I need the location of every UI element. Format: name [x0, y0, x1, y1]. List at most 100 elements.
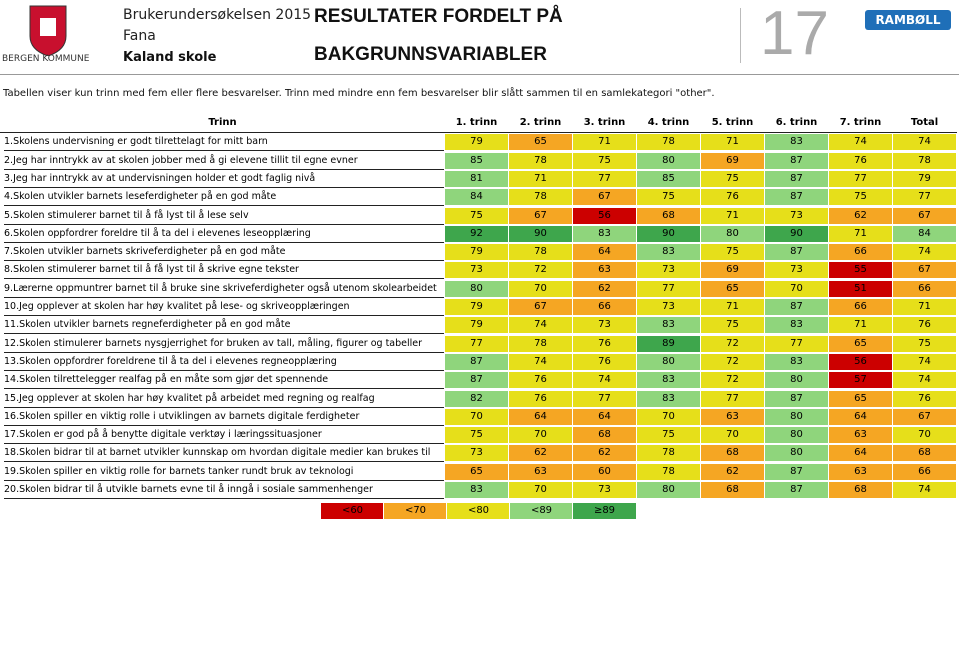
survey: Brukerundersøkelsen 2015	[123, 7, 312, 23]
value-cell: 77	[637, 280, 700, 297]
value-cell: 84	[893, 225, 956, 242]
column-header: 4. trinn	[647, 117, 690, 128]
row-label: 8.Skolen stimulerer barnet til å få lyst…	[4, 262, 444, 280]
value-cell: 87	[765, 244, 828, 261]
value-cell: 70	[509, 482, 572, 498]
logo-text: BERGEN KOMMUNE	[2, 54, 90, 64]
value-cell: 78	[893, 152, 956, 169]
title-line1: RESULTATER FORDELT PÅ	[314, 6, 563, 27]
value-cell: 65	[829, 390, 892, 407]
value-cell: 69	[701, 262, 764, 279]
row-label: 19.Skolen spiller en viktig rolle for ba…	[4, 464, 444, 481]
value-cell: 80	[637, 353, 700, 370]
district: Fana	[123, 28, 156, 44]
value-cell: 62	[509, 445, 572, 462]
value-cell: 75	[573, 152, 636, 169]
row-label: 20.Skolen bidrar til å utvikle barnets e…	[4, 482, 444, 499]
value-cell: 89	[637, 335, 700, 352]
value-cell: 64	[573, 408, 636, 425]
value-cell: 75	[445, 207, 508, 224]
value-cell: 75	[637, 427, 700, 444]
value-cell: 76	[829, 152, 892, 169]
value-cell: 68	[701, 445, 764, 462]
row-label: 14.Skolen tilrettelegger realfag på en m…	[4, 372, 444, 390]
value-cell: 74	[893, 482, 956, 498]
value-cell: 78	[509, 152, 572, 169]
value-cell: 64	[573, 244, 636, 261]
value-cell: 62	[573, 280, 636, 297]
value-cell: 83	[765, 134, 828, 151]
value-cell: 75	[829, 189, 892, 206]
value-cell: 55	[829, 262, 892, 279]
column-header: 3. trinn	[583, 117, 626, 128]
value-cell: 90	[637, 225, 700, 242]
value-cell: 68	[701, 482, 764, 498]
value-cell: 69	[701, 152, 764, 169]
legend-item: ≥89	[572, 502, 637, 521]
value-cell: 71	[573, 134, 636, 151]
value-cell: 83	[573, 225, 636, 242]
value-cell: 79	[445, 317, 508, 334]
value-cell: 68	[573, 427, 636, 444]
row-label: 12.Skolen stimulerer barnets nysgjerrigh…	[4, 336, 444, 353]
value-cell: 65	[701, 280, 764, 297]
value-cell: 79	[445, 134, 508, 151]
value-cell: 75	[701, 170, 764, 187]
value-cell: 87	[765, 170, 828, 187]
value-cell: 76	[701, 189, 764, 206]
value-cell: 66	[573, 299, 636, 315]
page-number	[740, 8, 741, 63]
value-cell: 75	[701, 244, 764, 261]
value-cell: 63	[829, 427, 892, 444]
value-cell: 77	[765, 335, 828, 352]
row-label: 10.Jeg opplever at skolen har høy kvalit…	[4, 299, 444, 316]
value-cell: 78	[509, 335, 572, 352]
value-cell: 85	[445, 152, 508, 169]
value-cell: 83	[445, 482, 508, 498]
value-cell: 87	[445, 353, 508, 370]
value-cell: 72	[701, 353, 764, 370]
value-cell: 79	[893, 170, 956, 187]
value-cell: 65	[829, 335, 892, 352]
value-cell: 87	[765, 152, 828, 169]
legend-item: <70	[383, 502, 448, 521]
value-cell: 74	[893, 244, 956, 261]
row-label: 15.Jeg opplever at skolen har høy kvalit…	[4, 391, 444, 408]
value-cell: 76	[893, 390, 956, 407]
row-label: 17.Skolen er god på å benytte digitale v…	[4, 427, 444, 445]
row-label: 5.Skolen stimulerer barnet til å få lyst…	[4, 208, 444, 225]
row-label: 11.Skolen utvikler barnets regneferdighe…	[4, 317, 444, 335]
value-cell: 77	[829, 170, 892, 187]
row-label: 6.Skolen oppfordrer foreldre til å ta de…	[4, 226, 444, 243]
value-cell: 56	[573, 207, 636, 224]
value-cell: 80	[765, 372, 828, 389]
row-label: 18.Skolen bidrar til at barnet utvikler …	[4, 445, 444, 463]
value-cell: 74	[509, 353, 572, 370]
value-cell: 70	[509, 280, 572, 297]
value-cell: 79	[445, 244, 508, 261]
value-cell: 70	[637, 408, 700, 425]
row-label: 7.Skolen utvikler barnets skriveferdighe…	[4, 244, 444, 262]
value-cell: 87	[765, 463, 828, 480]
value-cell: 76	[573, 353, 636, 370]
value-cell: 68	[829, 482, 892, 498]
row-label: 9.Lærerne oppmuntrer barnet til å bruke …	[4, 281, 444, 298]
row-label: 4.Skolen utvikler barnets leseferdighete…	[4, 189, 444, 207]
value-cell: 80	[765, 427, 828, 444]
header-rule	[0, 132, 957, 133]
value-cell: 63	[701, 408, 764, 425]
column-header: 1. trinn	[455, 117, 498, 128]
value-cell: 65	[509, 134, 572, 151]
value-cell: 76	[509, 390, 572, 407]
value-cell: 74	[509, 317, 572, 334]
value-cell: 78	[637, 463, 700, 480]
value-cell: 87	[765, 299, 828, 315]
value-cell: 75	[637, 189, 700, 206]
value-cell: 77	[445, 335, 508, 352]
value-cell: 63	[573, 262, 636, 279]
value-cell: 85	[637, 170, 700, 187]
column-header: 6. trinn	[775, 117, 818, 128]
value-cell: 73	[573, 482, 636, 498]
legend-item: <89	[509, 502, 574, 521]
